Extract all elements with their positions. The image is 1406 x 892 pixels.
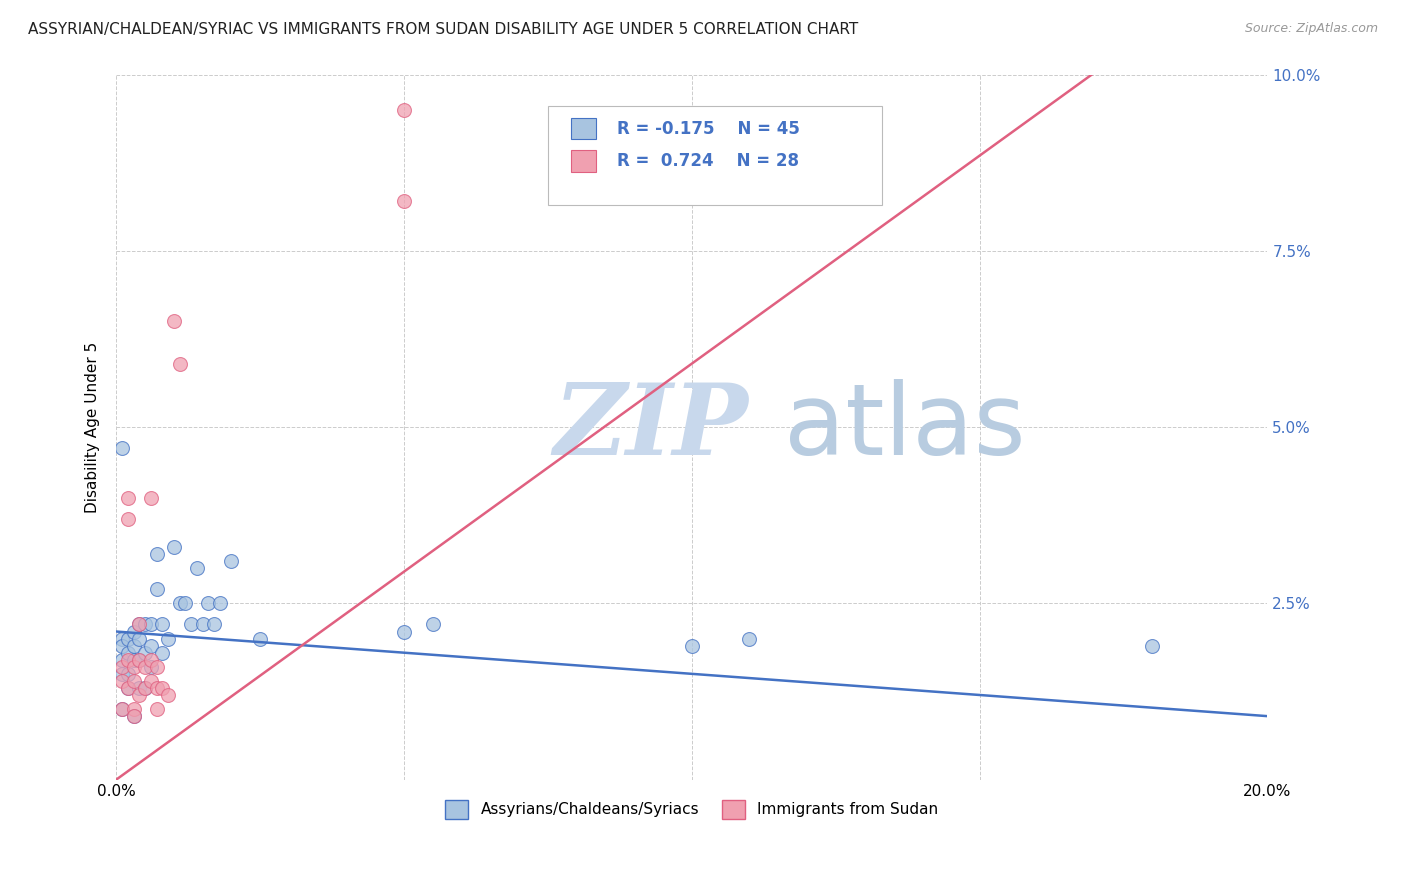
Point xyxy=(145,547,167,561)
Point xyxy=(117,681,139,695)
Point xyxy=(150,617,173,632)
Point xyxy=(202,617,225,632)
Point xyxy=(169,596,191,610)
Point xyxy=(163,314,186,328)
Point xyxy=(249,632,271,646)
Point xyxy=(197,596,219,610)
Point xyxy=(122,653,145,667)
Point xyxy=(139,653,162,667)
Point xyxy=(117,666,139,681)
Point xyxy=(111,653,134,667)
Point xyxy=(117,646,139,660)
Text: Source: ZipAtlas.com: Source: ZipAtlas.com xyxy=(1244,22,1378,36)
Point xyxy=(111,632,134,646)
Point xyxy=(122,660,145,674)
Point xyxy=(208,596,231,610)
Point xyxy=(150,646,173,660)
Point xyxy=(1142,639,1164,653)
Text: R =  0.724    N = 28: R = 0.724 N = 28 xyxy=(617,152,799,170)
Point xyxy=(128,688,150,702)
Point xyxy=(392,194,415,209)
Point xyxy=(122,709,145,723)
Point xyxy=(139,491,162,505)
FancyBboxPatch shape xyxy=(548,106,882,205)
Text: ZIP: ZIP xyxy=(554,379,749,475)
Point xyxy=(422,617,444,632)
Text: atlas: atlas xyxy=(785,378,1025,475)
Point xyxy=(134,681,156,695)
Point xyxy=(111,639,134,653)
Point xyxy=(122,673,145,688)
Point xyxy=(117,653,139,667)
Text: R = -0.175    N = 45: R = -0.175 N = 45 xyxy=(617,120,800,137)
Point xyxy=(157,688,180,702)
Point xyxy=(117,512,139,526)
Legend: Assyrians/Chaldeans/Syriacs, Immigrants from Sudan: Assyrians/Chaldeans/Syriacs, Immigrants … xyxy=(439,794,945,825)
Point xyxy=(122,702,145,716)
Point xyxy=(128,653,150,667)
Point xyxy=(134,660,156,674)
Point xyxy=(122,639,145,653)
Text: ASSYRIAN/CHALDEAN/SYRIAC VS IMMIGRANTS FROM SUDAN DISABILITY AGE UNDER 5 CORRELA: ASSYRIAN/CHALDEAN/SYRIAC VS IMMIGRANTS F… xyxy=(28,22,859,37)
Point xyxy=(111,702,134,716)
Point xyxy=(145,660,167,674)
Point xyxy=(150,681,173,695)
Point xyxy=(111,673,134,688)
Point xyxy=(122,624,145,639)
Point xyxy=(111,441,134,455)
Point xyxy=(139,617,162,632)
Point xyxy=(128,617,150,632)
Point xyxy=(145,582,167,597)
Point xyxy=(145,702,167,716)
Point xyxy=(738,632,761,646)
Point xyxy=(180,617,202,632)
Point xyxy=(128,681,150,695)
Point xyxy=(128,653,150,667)
Point xyxy=(191,617,214,632)
Point xyxy=(128,632,150,646)
Point xyxy=(221,554,243,568)
Point xyxy=(117,681,139,695)
FancyBboxPatch shape xyxy=(571,118,596,139)
Point xyxy=(111,660,134,674)
Point xyxy=(681,639,703,653)
Point xyxy=(186,561,208,575)
Point xyxy=(128,617,150,632)
Point xyxy=(139,639,162,653)
Point xyxy=(117,632,139,646)
Y-axis label: Disability Age Under 5: Disability Age Under 5 xyxy=(86,342,100,513)
Point xyxy=(169,357,191,371)
Point xyxy=(139,673,162,688)
Point xyxy=(134,646,156,660)
Point xyxy=(117,491,139,505)
Point xyxy=(157,632,180,646)
Point xyxy=(134,617,156,632)
Point xyxy=(174,596,197,610)
Point xyxy=(392,103,415,117)
FancyBboxPatch shape xyxy=(571,150,596,172)
Point xyxy=(134,681,156,695)
Point xyxy=(111,666,134,681)
Point xyxy=(111,702,134,716)
Point xyxy=(145,681,167,695)
Point xyxy=(139,660,162,674)
Point xyxy=(163,540,186,554)
Point xyxy=(392,624,415,639)
Point xyxy=(122,709,145,723)
